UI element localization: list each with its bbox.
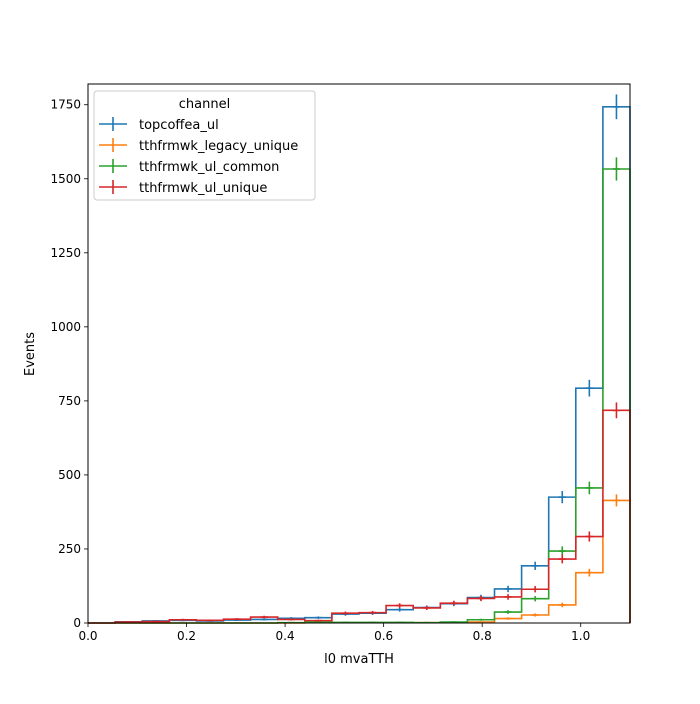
x-tick-label: 1.0 — [571, 629, 590, 643]
x-axis: 0.0 0.2 0.4 0.6 0.8 1.0 — [78, 623, 590, 643]
legend-items: topcoffea_ul tthfrmwk_legacy_uniquetthfrm… — [99, 117, 298, 196]
legend-box — [93, 90, 316, 201]
x-tick-label: 0.8 — [473, 629, 492, 643]
y-tick-label: 1000 — [50, 320, 81, 334]
x-tick-label: 0.2 — [177, 629, 196, 643]
y-tick-label: 0 — [73, 616, 81, 630]
y-axis: 0 250 500 750 1000 1250 1500 1750 — [50, 98, 88, 630]
y-tick-label: 1500 — [50, 172, 81, 186]
legend-item: tthfrmwk_legacy_unique — [99, 138, 298, 154]
x-tick-label: 0.4 — [276, 629, 295, 643]
y-axis-label: Events — [23, 332, 38, 376]
y-tick-label: 1750 — [50, 98, 81, 112]
legend: channel topcoffea_ul tthfrmwk_legacy_uniq… — [93, 90, 316, 201]
legend-label: tthfrmwk_ul_common — [139, 160, 279, 175]
legend-label: tthfrmwk_ul_unique — [139, 181, 267, 196]
x-tick-label: 0.0 — [78, 629, 97, 643]
legend-item: tthfrmwk_ul_unique — [99, 180, 267, 196]
legend-label: tthfrmwk_legacy_unique — [139, 139, 298, 154]
legend-title: channel — [179, 97, 230, 112]
legend-label: topcoffea_ul — [139, 118, 219, 133]
series-line — [88, 409, 631, 624]
legend-item: topcoffea_ul — [99, 117, 219, 133]
y-tick-label: 1250 — [50, 246, 81, 260]
plot-frame — [87, 83, 631, 624]
legend-item: tthfrmwk_ul_common — [99, 159, 279, 175]
x-axis-label: l0 mvaTTH — [324, 652, 394, 667]
y-tick-label: 500 — [58, 468, 81, 482]
y-tick-label: 750 — [58, 394, 81, 408]
x-tick-label: 0.6 — [374, 629, 393, 643]
y-tick-label: 250 — [58, 542, 81, 556]
series-tthfrmwk_ul_unique — [88, 402, 631, 624]
